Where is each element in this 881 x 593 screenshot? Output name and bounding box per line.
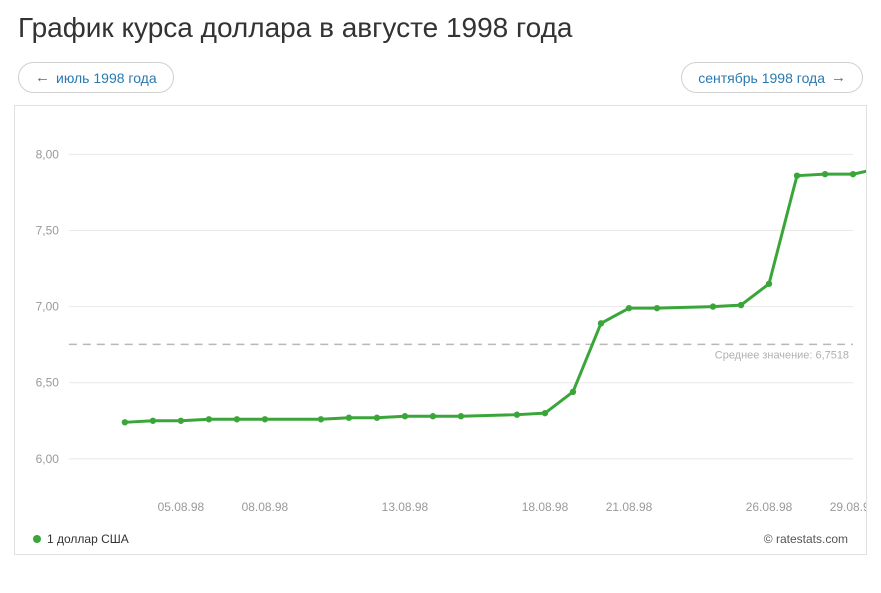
svg-text:6,50: 6,50	[36, 376, 60, 390]
legend-label: 1 доллар США	[47, 532, 129, 546]
line-chart: 6,00 6,50 7,00 7,50 8,00 05.08.98 08.08.98 13.0…	[15, 106, 866, 554]
month-nav: ← июль 1998 года сентябрь 1998 года →	[0, 48, 881, 99]
prev-month-button[interactable]: ← июль 1998 года	[18, 62, 174, 93]
svg-text:7,00: 7,00	[36, 300, 60, 314]
legend-row: 1 доллар США © ratestats.com	[33, 532, 848, 546]
svg-text:29.08.98: 29.08.98	[830, 500, 866, 514]
svg-text:13.08.98: 13.08.98	[382, 500, 429, 514]
next-month-label: сентябрь 1998 года	[698, 70, 825, 86]
svg-text:26.08.98: 26.08.98	[746, 500, 793, 514]
svg-text:8,00: 8,00	[36, 147, 60, 161]
svg-text:Среднее значение: 6,7518: Среднее значение: 6,7518	[715, 349, 849, 361]
svg-text:05.08.98: 05.08.98	[158, 500, 205, 514]
svg-text:6,00: 6,00	[36, 452, 60, 466]
arrow-left-icon: ←	[35, 69, 50, 86]
svg-text:18.08.98: 18.08.98	[522, 500, 569, 514]
svg-text:7,50: 7,50	[36, 223, 60, 237]
svg-text:08.08.98: 08.08.98	[242, 500, 289, 514]
svg-text:21.08.98: 21.08.98	[606, 500, 653, 514]
copyright-text: © ratestats.com	[764, 532, 848, 546]
arrow-right-icon: →	[831, 69, 846, 86]
page-title: График курса доллара в августе 1998 года	[0, 0, 881, 48]
legend-item: 1 доллар США	[33, 532, 129, 546]
chart-container: 6,00 6,50 7,00 7,50 8,00 05.08.98 08.08.98 13.0…	[14, 105, 867, 555]
next-month-button[interactable]: сентябрь 1998 года →	[681, 62, 863, 93]
prev-month-label: июль 1998 года	[56, 70, 157, 86]
legend-dot-icon	[33, 535, 41, 543]
